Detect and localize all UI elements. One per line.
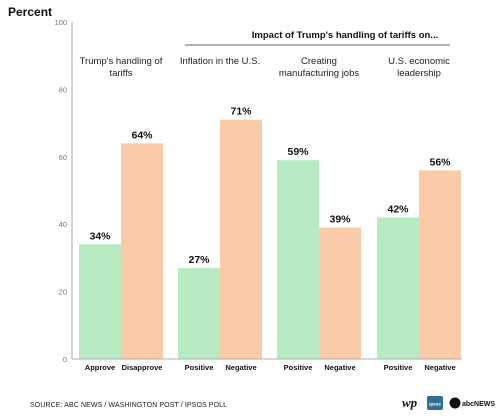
group-title: manufacturing jobs: [279, 68, 360, 79]
y-tick-label: 40: [59, 220, 67, 229]
abc-news-logo: abcNEWS: [449, 397, 495, 409]
y-tick-label: 20: [59, 288, 67, 297]
category-label: Negative: [424, 363, 455, 372]
category-label: Positive: [185, 363, 214, 372]
category-label: Positive: [384, 363, 413, 372]
y-tick-label: 60: [59, 153, 67, 162]
y-tick-label: 0: [63, 355, 67, 364]
data-label: 27%: [188, 254, 210, 266]
bar: [220, 119, 262, 359]
group-title: U.S. economic: [388, 56, 450, 67]
group-title: Trump's handling of: [80, 56, 163, 67]
bar: [178, 268, 220, 359]
ipsos-logo: ipsos: [427, 396, 443, 410]
bar: [277, 160, 319, 359]
svg-text:wp: wp: [402, 395, 418, 410]
svg-text:ipsos: ipsos: [429, 402, 441, 407]
data-label: 42%: [387, 203, 409, 215]
data-label: 59%: [287, 146, 309, 158]
bar: [121, 143, 163, 359]
y-tick-label: 100: [54, 18, 67, 27]
category-label: Negative: [324, 363, 355, 372]
y-axis-ticks: 0 20 40 60 80 100: [54, 18, 67, 364]
data-label: 64%: [131, 129, 153, 141]
bar: [419, 170, 461, 359]
category-label: Negative: [225, 363, 256, 372]
impact-super-title: Impact of Trump's handling of tariffs on…: [252, 30, 438, 41]
bar: [319, 227, 361, 359]
data-label: 34%: [89, 230, 111, 242]
group-title: Creating: [301, 56, 337, 67]
group-title: leadership: [397, 68, 441, 79]
y-axis-title: Percent: [8, 5, 52, 19]
source-note: SOURCE: ABC NEWS / WASHINGTON POST / IPS…: [30, 402, 227, 409]
washington-post-logo: wp: [402, 395, 418, 410]
y-tick-label: 80: [59, 85, 67, 94]
data-label: 56%: [429, 156, 451, 168]
bar: [377, 217, 419, 359]
group-title: tariffs: [109, 68, 132, 79]
group-title: Inflation in the U.S.: [180, 56, 260, 67]
category-label: Disapprove: [122, 363, 163, 372]
category-label: Positive: [284, 363, 313, 372]
category-label: Approve: [85, 363, 115, 372]
data-label: 71%: [230, 106, 252, 118]
bar: [79, 244, 121, 359]
data-label: 39%: [329, 214, 351, 226]
svg-text:abcNEWS: abcNEWS: [462, 401, 495, 408]
